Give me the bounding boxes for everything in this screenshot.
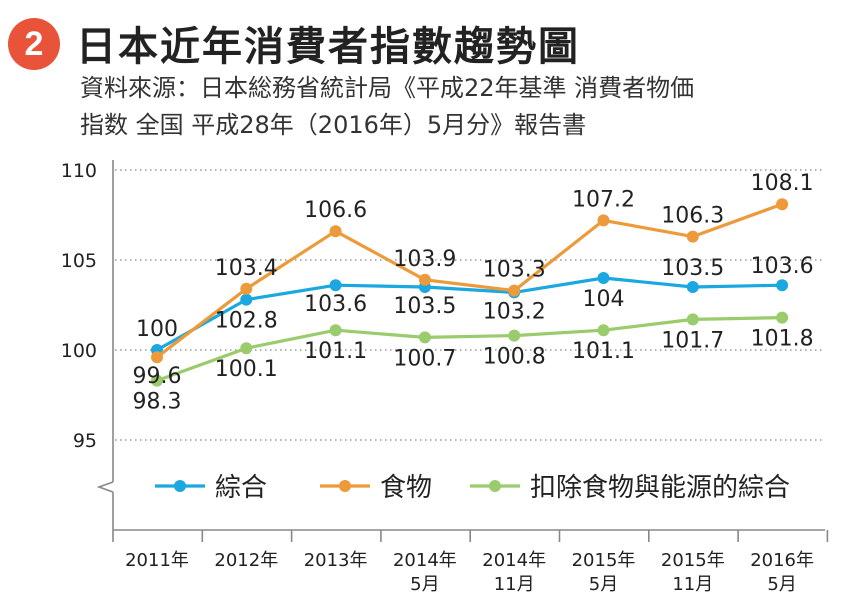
x-tick-label: 2015年: [572, 550, 636, 571]
data-point: [151, 374, 163, 387]
axis-break-mark: [96, 481, 114, 493]
data-label: 103.5: [661, 256, 724, 281]
figure-number-badge: 2: [8, 18, 60, 70]
data-label: 100.1: [215, 357, 278, 382]
data-point: [418, 331, 431, 344]
data-label: 107.2: [572, 187, 635, 212]
data-label: 98.3: [133, 390, 182, 415]
data-point: [686, 230, 699, 243]
data-point: [329, 225, 342, 238]
legend-swatch-marker: [339, 480, 351, 492]
x-tick-label: 11月: [672, 574, 713, 595]
data-label: 103.2: [483, 299, 546, 324]
data-point: [776, 198, 789, 211]
x-tick-label: 2016年: [750, 550, 814, 571]
data-label: 100: [136, 317, 178, 342]
legend-label: 食物: [380, 473, 432, 503]
data-label: 104: [583, 287, 625, 312]
data-label: 101.1: [304, 339, 367, 364]
data-point: [776, 311, 789, 324]
source-line-2: 指数 全国 平成28年（2016年）5月分》報告書: [80, 111, 587, 139]
x-tick-label: 2012年: [214, 550, 278, 571]
data-point: [597, 214, 610, 227]
y-tick-label: 100: [61, 340, 97, 362]
y-tick-label: 105: [61, 250, 97, 272]
data-point: [329, 324, 342, 337]
series-line: [156, 202, 783, 359]
data-label: 103.9: [393, 247, 456, 272]
legend-label: 綜合: [215, 473, 267, 503]
data-label: 103.6: [304, 292, 367, 317]
x-tick-label: 11月: [494, 574, 535, 595]
data-label: 108.1: [751, 171, 814, 196]
data-label: 102.8: [215, 309, 278, 334]
data-label: 103.3: [483, 258, 546, 283]
x-tick-label: 2014年: [393, 550, 457, 571]
data-point: [686, 281, 699, 293]
data-label: 100.8: [483, 345, 546, 370]
series-line: [156, 316, 783, 383]
x-tick-label: 5月: [410, 574, 439, 595]
x-tick-label: 2014年: [482, 550, 546, 571]
data-point: [597, 272, 610, 284]
x-tick-label: 2015年: [661, 550, 725, 571]
source-line-1: 資料來源：日本総務省統計局《平成22年基準 消費者物価: [80, 74, 695, 102]
y-tick-label: 95: [73, 430, 97, 452]
x-tick-label: 2011年: [125, 550, 189, 571]
chart-header: 2 日本近年消費者指數趨勢圖 資料來源：日本総務省統計局《平成22年基準 消費者…: [0, 0, 863, 150]
data-point: [151, 351, 163, 364]
data-label: 101.1: [572, 339, 635, 364]
y-tick-label: 110: [61, 160, 97, 182]
series-line: [156, 276, 783, 352]
data-point: [776, 279, 789, 292]
data-point: [508, 284, 521, 297]
data-label: 103.5: [393, 294, 456, 319]
data-label: 99.6: [133, 364, 182, 389]
legend-swatch-marker: [489, 480, 501, 492]
data-label: 103.6: [751, 254, 814, 279]
data-label: 103.4: [215, 256, 278, 281]
data-point: [508, 329, 521, 342]
legend-label: 扣除食物與能源的綜合: [530, 473, 790, 503]
data-label: 106.6: [304, 198, 367, 223]
data-point: [240, 293, 253, 306]
data-label: 101.8: [751, 327, 814, 352]
data-label: 101.7: [661, 328, 724, 353]
x-tick-label: 5月: [767, 574, 796, 595]
data-point: [418, 273, 431, 286]
data-point: [240, 282, 253, 295]
data-label: 100.7: [393, 346, 456, 371]
data-point: [686, 313, 699, 326]
chart-title: 日本近年消費者指數趨勢圖: [76, 24, 580, 70]
data-label: 106.3: [661, 204, 724, 229]
x-tick-label: 2013年: [304, 550, 368, 571]
x-tick-label: 5月: [589, 574, 618, 595]
data-point: [329, 279, 342, 292]
data-point: [597, 324, 610, 337]
chart-source: 資料來源：日本総務省統計局《平成22年基準 消費者物価 指数 全国 平成28年（…: [80, 70, 694, 144]
legend-swatch-marker: [174, 480, 186, 492]
data-point: [240, 342, 253, 355]
